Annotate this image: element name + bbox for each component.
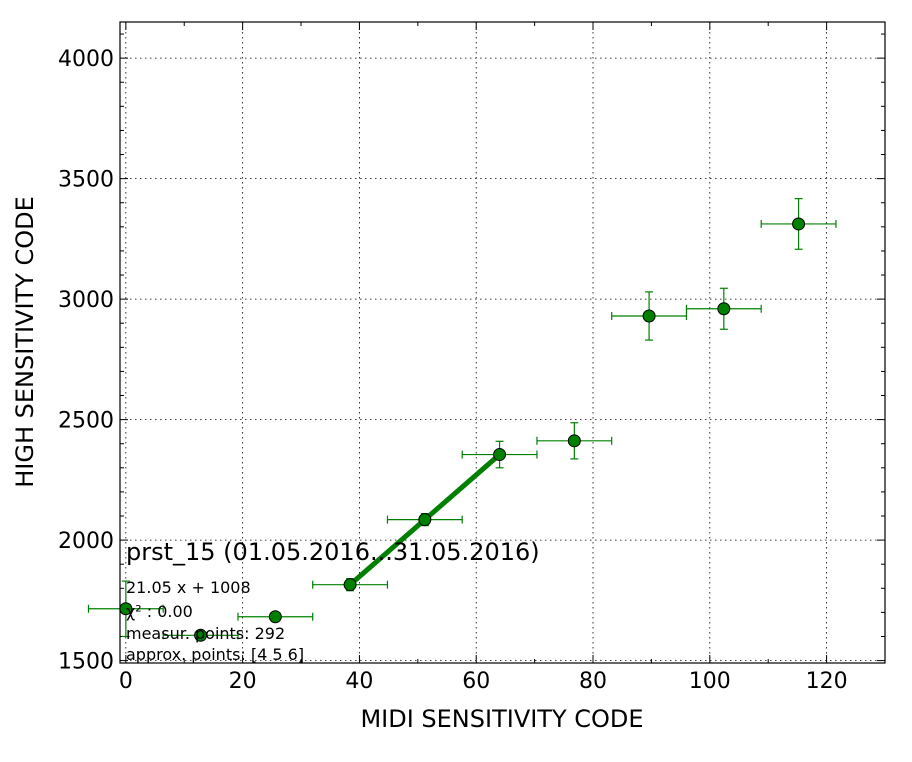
x-tick-label: 60 (462, 669, 490, 694)
data-point (642, 309, 656, 323)
y-tick-label: 3500 (58, 168, 114, 193)
y-tick-label: 4000 (58, 47, 114, 72)
data-markers (119, 217, 806, 642)
data-point (717, 302, 731, 316)
x-tick-label: 0 (119, 669, 133, 694)
x-tick-label: 40 (345, 669, 373, 694)
grid (120, 22, 885, 663)
data-point (493, 448, 507, 462)
x-tick-label: 100 (689, 669, 731, 694)
annotation-equation: 21.05 x + 1008 (126, 578, 251, 597)
data-point (418, 513, 432, 527)
y-tick-label: 2000 (58, 529, 114, 554)
plot-area (120, 22, 885, 663)
y-tick-label: 2500 (58, 409, 114, 434)
x-tick-label: 80 (579, 669, 607, 694)
x-tick-label: 20 (229, 669, 257, 694)
x-axis-label: MIDI SENSITIVITY CODE (360, 705, 643, 733)
annotation-measur-points: measur. points: 292 (126, 624, 285, 643)
annotation-title: prst_15 (01.05.2016...31.05.2016) (126, 538, 540, 566)
y-tick-label: 1500 (58, 650, 114, 675)
data-point (343, 578, 357, 592)
annotation: prst_15 (01.05.2016...31.05.2016) 21.05 … (126, 538, 540, 664)
data-point (268, 610, 282, 624)
data-point (194, 628, 208, 642)
plot-frame (119, 21, 886, 664)
y-axis-label: HIGH SENSITIVITY CODE (11, 196, 39, 488)
tick-labels: 0 20 40 60 80 100 120 1500 2000 2500 3000 3500 4000 (58, 47, 848, 694)
data-point (792, 217, 806, 231)
annotation-chi2: χ² : 0.00 (126, 602, 193, 621)
y-tick-label: 3000 (58, 288, 114, 313)
annotation-approx-points: approx. points: [4 5 6] (126, 645, 304, 664)
data-point (567, 434, 581, 448)
ticks (120, 22, 885, 663)
x-tick-label: 120 (806, 669, 848, 694)
